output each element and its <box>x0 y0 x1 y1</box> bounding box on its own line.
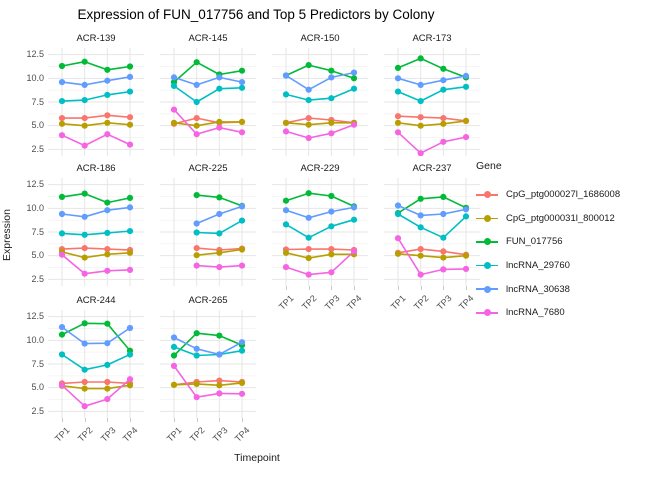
x-axis-tick <box>354 286 355 290</box>
legend-item: FUN_017756 <box>476 230 620 254</box>
legend-item: CpG_ptg000031l_800012 <box>476 207 620 231</box>
x-tick-label: TP2 <box>299 293 319 312</box>
legend-key-icon <box>476 235 498 249</box>
y-tick-label: 12.5 <box>26 49 44 60</box>
x-axis-tick <box>286 286 287 290</box>
x-tick-label: TP1 <box>277 293 297 312</box>
x-axis-tick <box>420 286 422 290</box>
legend-key-icon <box>476 282 498 296</box>
y-tick-label: 5.0 <box>31 120 44 131</box>
x-tick-label: TP4 <box>457 293 477 312</box>
facet-strip-label: ACR-265 <box>188 295 228 306</box>
x-tick-label: TP3 <box>210 425 230 444</box>
x-axis-tick <box>242 418 243 422</box>
y-tick-label: 5.0 <box>31 382 44 393</box>
y-tick-label: 2.5 <box>31 405 44 416</box>
legend: Gene CpG_ptg000027l_1686008 CpG_ptg000031… <box>476 160 620 325</box>
facet-strip-label: ACR-139 <box>76 33 116 44</box>
x-tick-label: TP1 <box>389 293 409 312</box>
x-axis-tick <box>466 286 467 290</box>
y-tick-label: 7.5 <box>31 96 44 107</box>
legend-key-icon <box>476 211 498 225</box>
y-tick-label: 10.0 <box>26 334 44 345</box>
x-axis-tick <box>443 286 445 290</box>
legend-item: CpG_ptg000027l_1686008 <box>476 183 620 207</box>
x-tick-label: TP4 <box>345 293 365 312</box>
facet-panel <box>272 48 368 156</box>
y-tick-label: 10.0 <box>26 202 44 213</box>
legend-label: FUN_017756 <box>506 236 563 248</box>
y-tick-label: 12.5 <box>26 311 44 322</box>
x-tick-label: TP4 <box>121 425 141 444</box>
x-axis-tick <box>130 418 131 422</box>
x-tick-label: TP1 <box>165 425 185 444</box>
x-axis-tick <box>174 418 175 422</box>
facet-panel <box>160 48 256 156</box>
x-tick-label: TP2 <box>411 293 431 312</box>
x-axis-tick <box>331 286 333 290</box>
facet-strip-label: ACR-225 <box>188 163 228 174</box>
facet-panel <box>384 48 480 156</box>
x-axis-tick <box>62 418 63 422</box>
x-axis-tick <box>308 286 310 290</box>
legend-label: lncRNA_30638 <box>506 283 570 295</box>
x-axis-tick <box>196 418 198 422</box>
x-tick-label: TP2 <box>187 425 207 444</box>
facet-panel <box>160 310 256 418</box>
facet-panel <box>272 178 368 286</box>
x-tick-label: TP3 <box>98 425 118 444</box>
y-tick-label: 2.5 <box>31 273 44 284</box>
legend-item: lncRNA_29760 <box>476 254 620 278</box>
facet-strip-label: ACR-186 <box>76 163 116 174</box>
y-tick-label: 12.5 <box>26 179 44 190</box>
y-tick-label: 10.0 <box>26 72 44 83</box>
legend-label: CpG_ptg000027l_1686008 <box>506 189 621 201</box>
legend-label: CpG_ptg000031l_800012 <box>506 212 615 224</box>
facet-panel <box>48 310 144 418</box>
legend-item: lncRNA_30638 <box>476 277 620 301</box>
facet-panel <box>48 48 144 156</box>
facet-strip-label: ACR-237 <box>412 163 452 174</box>
y-tick-label: 2.5 <box>31 143 44 154</box>
chart-title: Expression of FUN_017756 and Top 5 Predi… <box>77 7 435 22</box>
facet-strip-label: ACR-145 <box>188 33 228 44</box>
legend-key-icon <box>476 306 498 320</box>
legend-item-list: CpG_ptg000027l_1686008 CpG_ptg000031l_800… <box>476 183 620 325</box>
x-axis-tick <box>398 286 399 290</box>
facet-panel <box>160 178 256 286</box>
legend-item: lncRNA_7680 <box>476 301 620 325</box>
y-tick-label: 7.5 <box>31 358 44 369</box>
x-axis-tick <box>107 418 109 422</box>
facet-strip-label: ACR-150 <box>300 33 340 44</box>
x-tick-label: TP1 <box>53 425 73 444</box>
facet-panel <box>48 178 144 286</box>
x-tick-label: TP3 <box>322 293 342 312</box>
y-tick-label: 7.5 <box>31 226 44 237</box>
facet-strip-label: ACR-173 <box>412 33 452 44</box>
y-tick-label: 5.0 <box>31 250 44 261</box>
legend-title: Gene <box>476 160 502 172</box>
facet-strip-label: ACR-229 <box>300 163 340 174</box>
x-axis-tick <box>84 418 86 422</box>
legend-key-icon <box>476 188 498 202</box>
facet-panel <box>384 178 480 286</box>
x-tick-label: TP3 <box>434 293 454 312</box>
x-tick-label: TP4 <box>233 425 253 444</box>
facet-strip-label: ACR-244 <box>76 295 116 306</box>
x-tick-label: TP2 <box>75 425 95 444</box>
legend-key-icon <box>476 259 498 273</box>
x-axis-title: Timepoint <box>234 452 280 464</box>
y-axis-title: Expression <box>1 209 13 262</box>
legend-label: lncRNA_7680 <box>506 307 565 319</box>
x-axis-tick <box>219 418 221 422</box>
legend-label: lncRNA_29760 <box>506 260 570 272</box>
